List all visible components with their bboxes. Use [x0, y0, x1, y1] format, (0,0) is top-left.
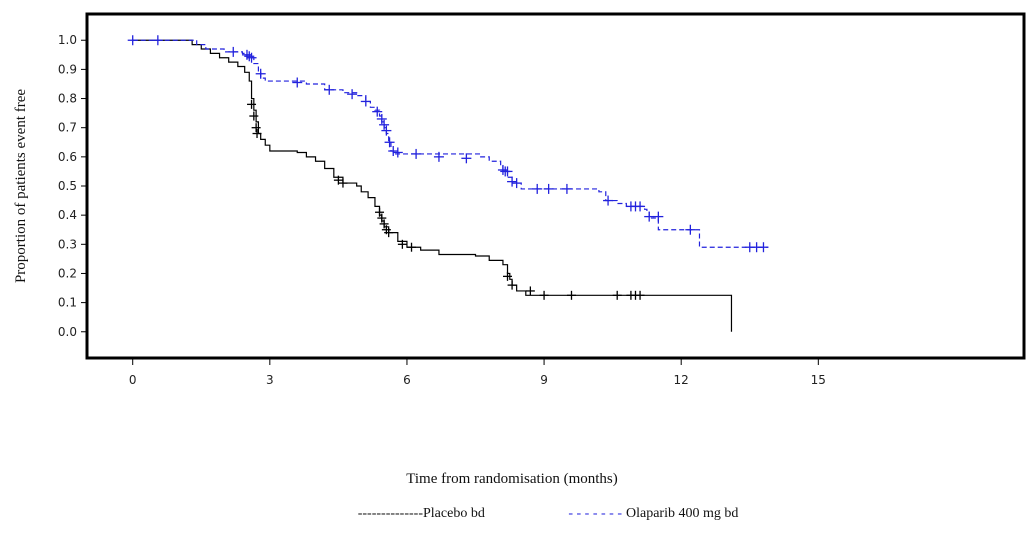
olaparib-censor-mark — [392, 147, 403, 158]
x-tick-label: 12 — [674, 373, 689, 387]
placebo-censor-mark — [251, 123, 261, 133]
placebo-censor-mark — [507, 280, 517, 290]
olaparib-censor-mark — [635, 201, 646, 212]
olaparib-censor-mark — [653, 211, 664, 222]
olaparib-censor-mark — [347, 89, 358, 100]
olaparib-censor-mark — [381, 125, 392, 136]
olaparib-censor-mark — [511, 178, 522, 189]
placebo-censor-mark — [539, 290, 549, 300]
olaparib-censor-mark — [502, 166, 513, 177]
series-layer — [127, 35, 769, 332]
y-tick-label: 0.4 — [58, 208, 77, 222]
olaparib-censor-mark — [758, 242, 769, 253]
olaparib-censor-mark — [433, 151, 444, 162]
olaparib-censor-mark — [388, 146, 399, 157]
y-tick-label: 0.0 — [58, 325, 77, 339]
olaparib-censor-mark — [497, 164, 508, 175]
placebo-censor-mark — [384, 228, 394, 238]
olaparib-censor-mark — [644, 211, 655, 222]
placebo-censor-mark — [333, 175, 343, 185]
legend-placebo-line: -------------- — [358, 506, 424, 521]
legend: -------------- Placebo bd - - - - - - - … — [358, 506, 739, 521]
y-tick-label: 0.5 — [58, 179, 77, 193]
olaparib-censor-mark — [228, 46, 239, 57]
placebo-censor-mark — [247, 99, 257, 109]
placebo-censor-mark — [252, 129, 262, 139]
olaparib-censor-mark — [127, 35, 138, 46]
olaparib-censor-mark — [379, 119, 390, 130]
placebo-censor-mark — [377, 213, 387, 223]
placebo-censor-mark — [525, 286, 535, 296]
olaparib-censor-mark — [244, 51, 255, 62]
olaparib-censor-mark — [603, 195, 614, 206]
placebo-censor-mark — [397, 239, 407, 249]
plot-area — [85, 12, 1026, 360]
x-tick-label: 9 — [540, 373, 548, 387]
olaparib-censor-mark — [561, 183, 572, 194]
placebo-censor-mark — [249, 111, 259, 121]
y-tick-label: 0.9 — [58, 62, 77, 76]
olaparib-censor-mark — [384, 137, 395, 148]
y-tick-label: 0.6 — [58, 150, 77, 164]
placebo-censor-mark — [407, 242, 417, 252]
olaparib-censor-mark — [461, 153, 472, 164]
legend-placebo-label: Placebo bd — [423, 506, 485, 521]
placebo-censor-mark — [635, 290, 645, 300]
legend-olaparib-line: - - - - - - - — [568, 506, 622, 521]
y-tick-label: 0.2 — [58, 266, 77, 280]
y-tick-label: 0.7 — [58, 121, 77, 135]
olaparib-censor-mark — [543, 183, 554, 194]
olaparib-censor-mark — [685, 224, 696, 235]
placebo-censor-mark — [612, 290, 622, 300]
olaparib-censor-mark — [255, 68, 266, 79]
olaparib-censor-mark — [246, 52, 257, 63]
placebo-censor-mark — [375, 207, 385, 217]
y-axis: 0.0 0.1 0.2 0.3 0.4 0.5 0.6 0.7 0.8 0.9 1.0 — [58, 33, 87, 339]
x-tick-label: 15 — [811, 373, 826, 387]
y-axis-title: Proportion of patients event free — [13, 89, 29, 283]
x-axis: 0 3 6 9 12 15 — [129, 358, 826, 387]
placebo-censor-mark — [338, 178, 348, 188]
y-tick-label: 0.3 — [58, 237, 77, 251]
y-tick-label: 1.0 — [58, 33, 77, 47]
placebo-censor-mark — [566, 290, 576, 300]
y-tick-label: 0.8 — [58, 92, 77, 106]
olaparib-censor-mark — [411, 148, 422, 159]
x-tick-label: 0 — [129, 373, 137, 387]
olaparib-censor-mark — [376, 113, 387, 124]
x-axis-title: Time from randomisation (months) — [406, 471, 618, 487]
x-tick-label: 3 — [266, 373, 274, 387]
olaparib-censor-mark — [292, 77, 303, 88]
olaparib-censor-mark — [360, 96, 371, 107]
x-tick-label: 6 — [403, 373, 411, 387]
olaparib-censor-mark — [507, 176, 518, 187]
legend-olaparib-label: Olaparib 400 mg bd — [626, 506, 738, 521]
placebo-censor-mark — [379, 219, 389, 229]
placebo-censor-mark — [503, 271, 513, 281]
olaparib-censor-mark — [532, 183, 543, 194]
y-tick-label: 0.1 — [58, 296, 77, 310]
olaparib-censor-mark — [372, 106, 383, 117]
olaparib-censor-mark — [152, 35, 163, 46]
olaparib-censor-mark — [324, 84, 335, 95]
